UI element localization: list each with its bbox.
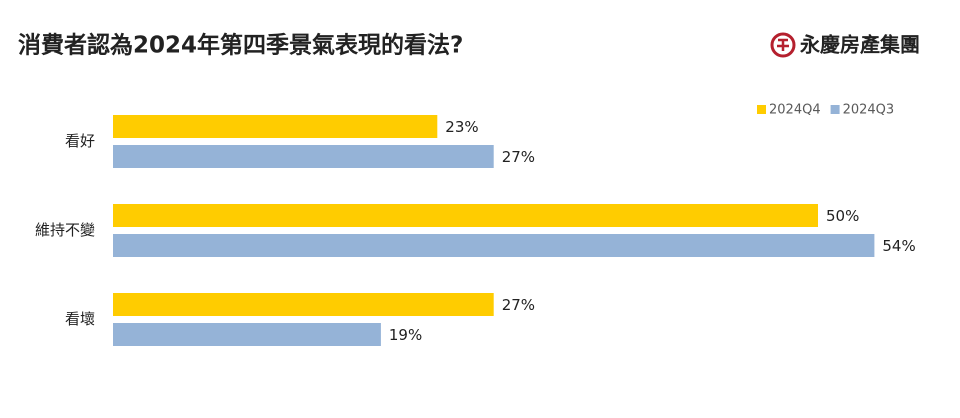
bar [113, 323, 381, 346]
value-label: 27% [502, 296, 535, 314]
bar [113, 115, 438, 138]
value-label: 23% [445, 118, 478, 136]
bar [113, 145, 494, 168]
bar [113, 293, 494, 316]
legend-label: 2024Q4 [769, 103, 821, 118]
value-label: 27% [502, 148, 535, 166]
logo-icon [770, 32, 796, 58]
value-label: 50% [826, 207, 859, 225]
logo-text: 永慶房產集團 [799, 33, 920, 57]
legend-label: 2024Q3 [843, 103, 895, 118]
chart-title: 消費者認為2024年第四季景氣表現的看法? [18, 32, 463, 59]
logo: 永慶房產集團 [770, 32, 920, 58]
value-label: 54% [882, 237, 915, 255]
category-label: 看好 [65, 132, 95, 150]
legend-swatch [830, 105, 840, 114]
category-label: 維持不變 [35, 221, 95, 239]
legend-swatch [757, 105, 766, 114]
category-label: 看壞 [65, 310, 95, 328]
bar [113, 204, 818, 227]
bar [113, 234, 875, 257]
value-label: 19% [389, 326, 422, 344]
logo-icon-mark [777, 38, 789, 51]
